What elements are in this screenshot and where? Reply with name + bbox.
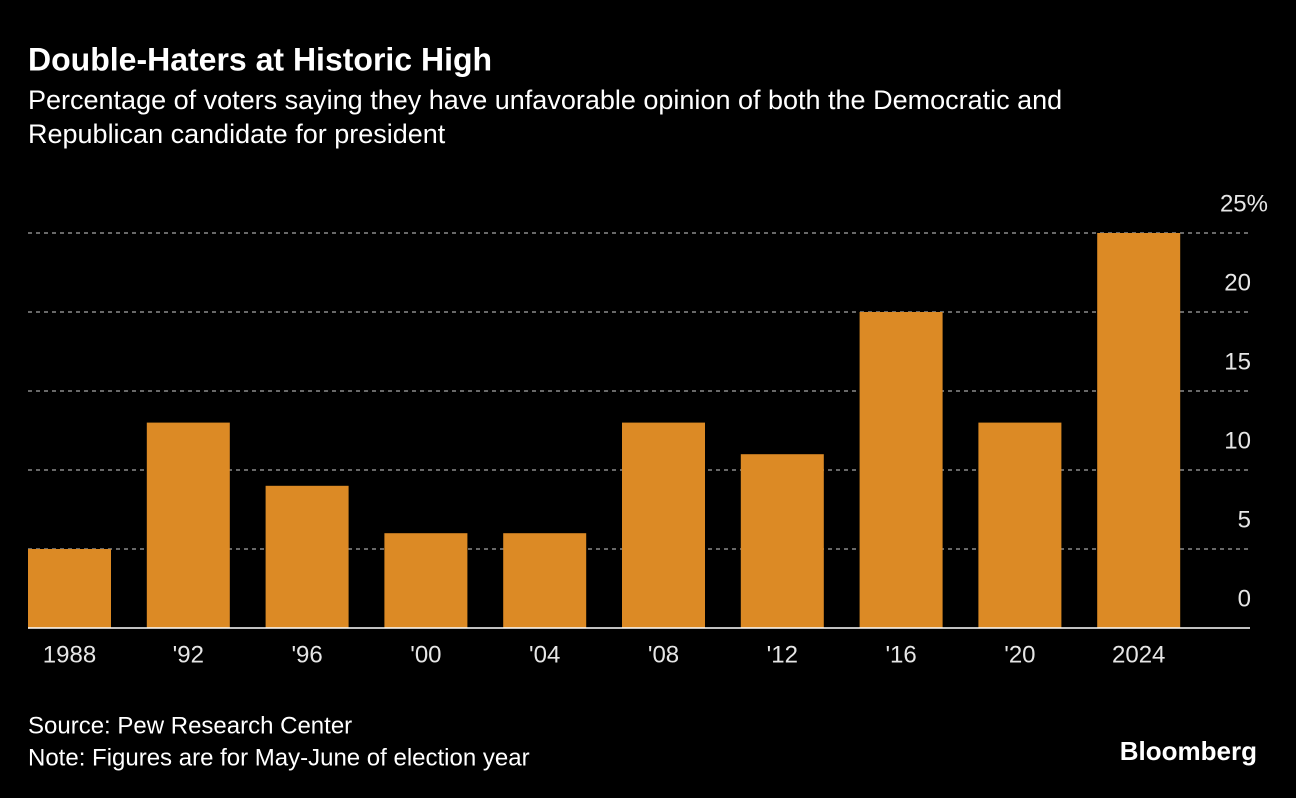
y-tick-label: 5 — [1238, 506, 1251, 533]
bar — [740, 454, 824, 628]
x-tick-label: '12 — [767, 641, 798, 668]
bar — [859, 312, 943, 628]
x-tick-label: '92 — [173, 641, 204, 668]
x-tick-label: '08 — [648, 641, 679, 668]
bar — [384, 533, 468, 628]
chart-title: Double-Haters at Historic High — [28, 41, 492, 77]
x-tick-label: 1988 — [43, 641, 96, 668]
bar — [1097, 233, 1181, 628]
bar — [978, 422, 1062, 628]
x-tick-label: 2024 — [1112, 641, 1165, 668]
x-tick-label: '16 — [885, 641, 916, 668]
source: Source: Pew Research Center — [28, 712, 352, 739]
bar — [28, 549, 111, 628]
bar — [265, 485, 349, 628]
note: Note: Figures are for May-June of electi… — [28, 744, 530, 771]
x-tick-label: '96 — [291, 641, 322, 668]
x-tick-label: '00 — [410, 641, 441, 668]
bar — [622, 422, 705, 628]
y-tick-label: 15 — [1224, 348, 1251, 375]
y-tick-label: 20 — [1224, 269, 1251, 296]
y-tick-label: 10 — [1224, 427, 1251, 454]
x-tick-label: '04 — [529, 641, 560, 668]
logo: Bloomberg — [1120, 736, 1257, 766]
chart-subtitle: Percentage of voters saying they have un… — [28, 85, 1062, 115]
x-tick-label: '20 — [1004, 641, 1035, 668]
y-tick-label: 0 — [1238, 585, 1251, 612]
y-tick-label: 25% — [1220, 190, 1268, 217]
bar — [503, 533, 587, 628]
bar — [146, 422, 230, 628]
chart-subtitle: Republican candidate for president — [28, 119, 446, 149]
